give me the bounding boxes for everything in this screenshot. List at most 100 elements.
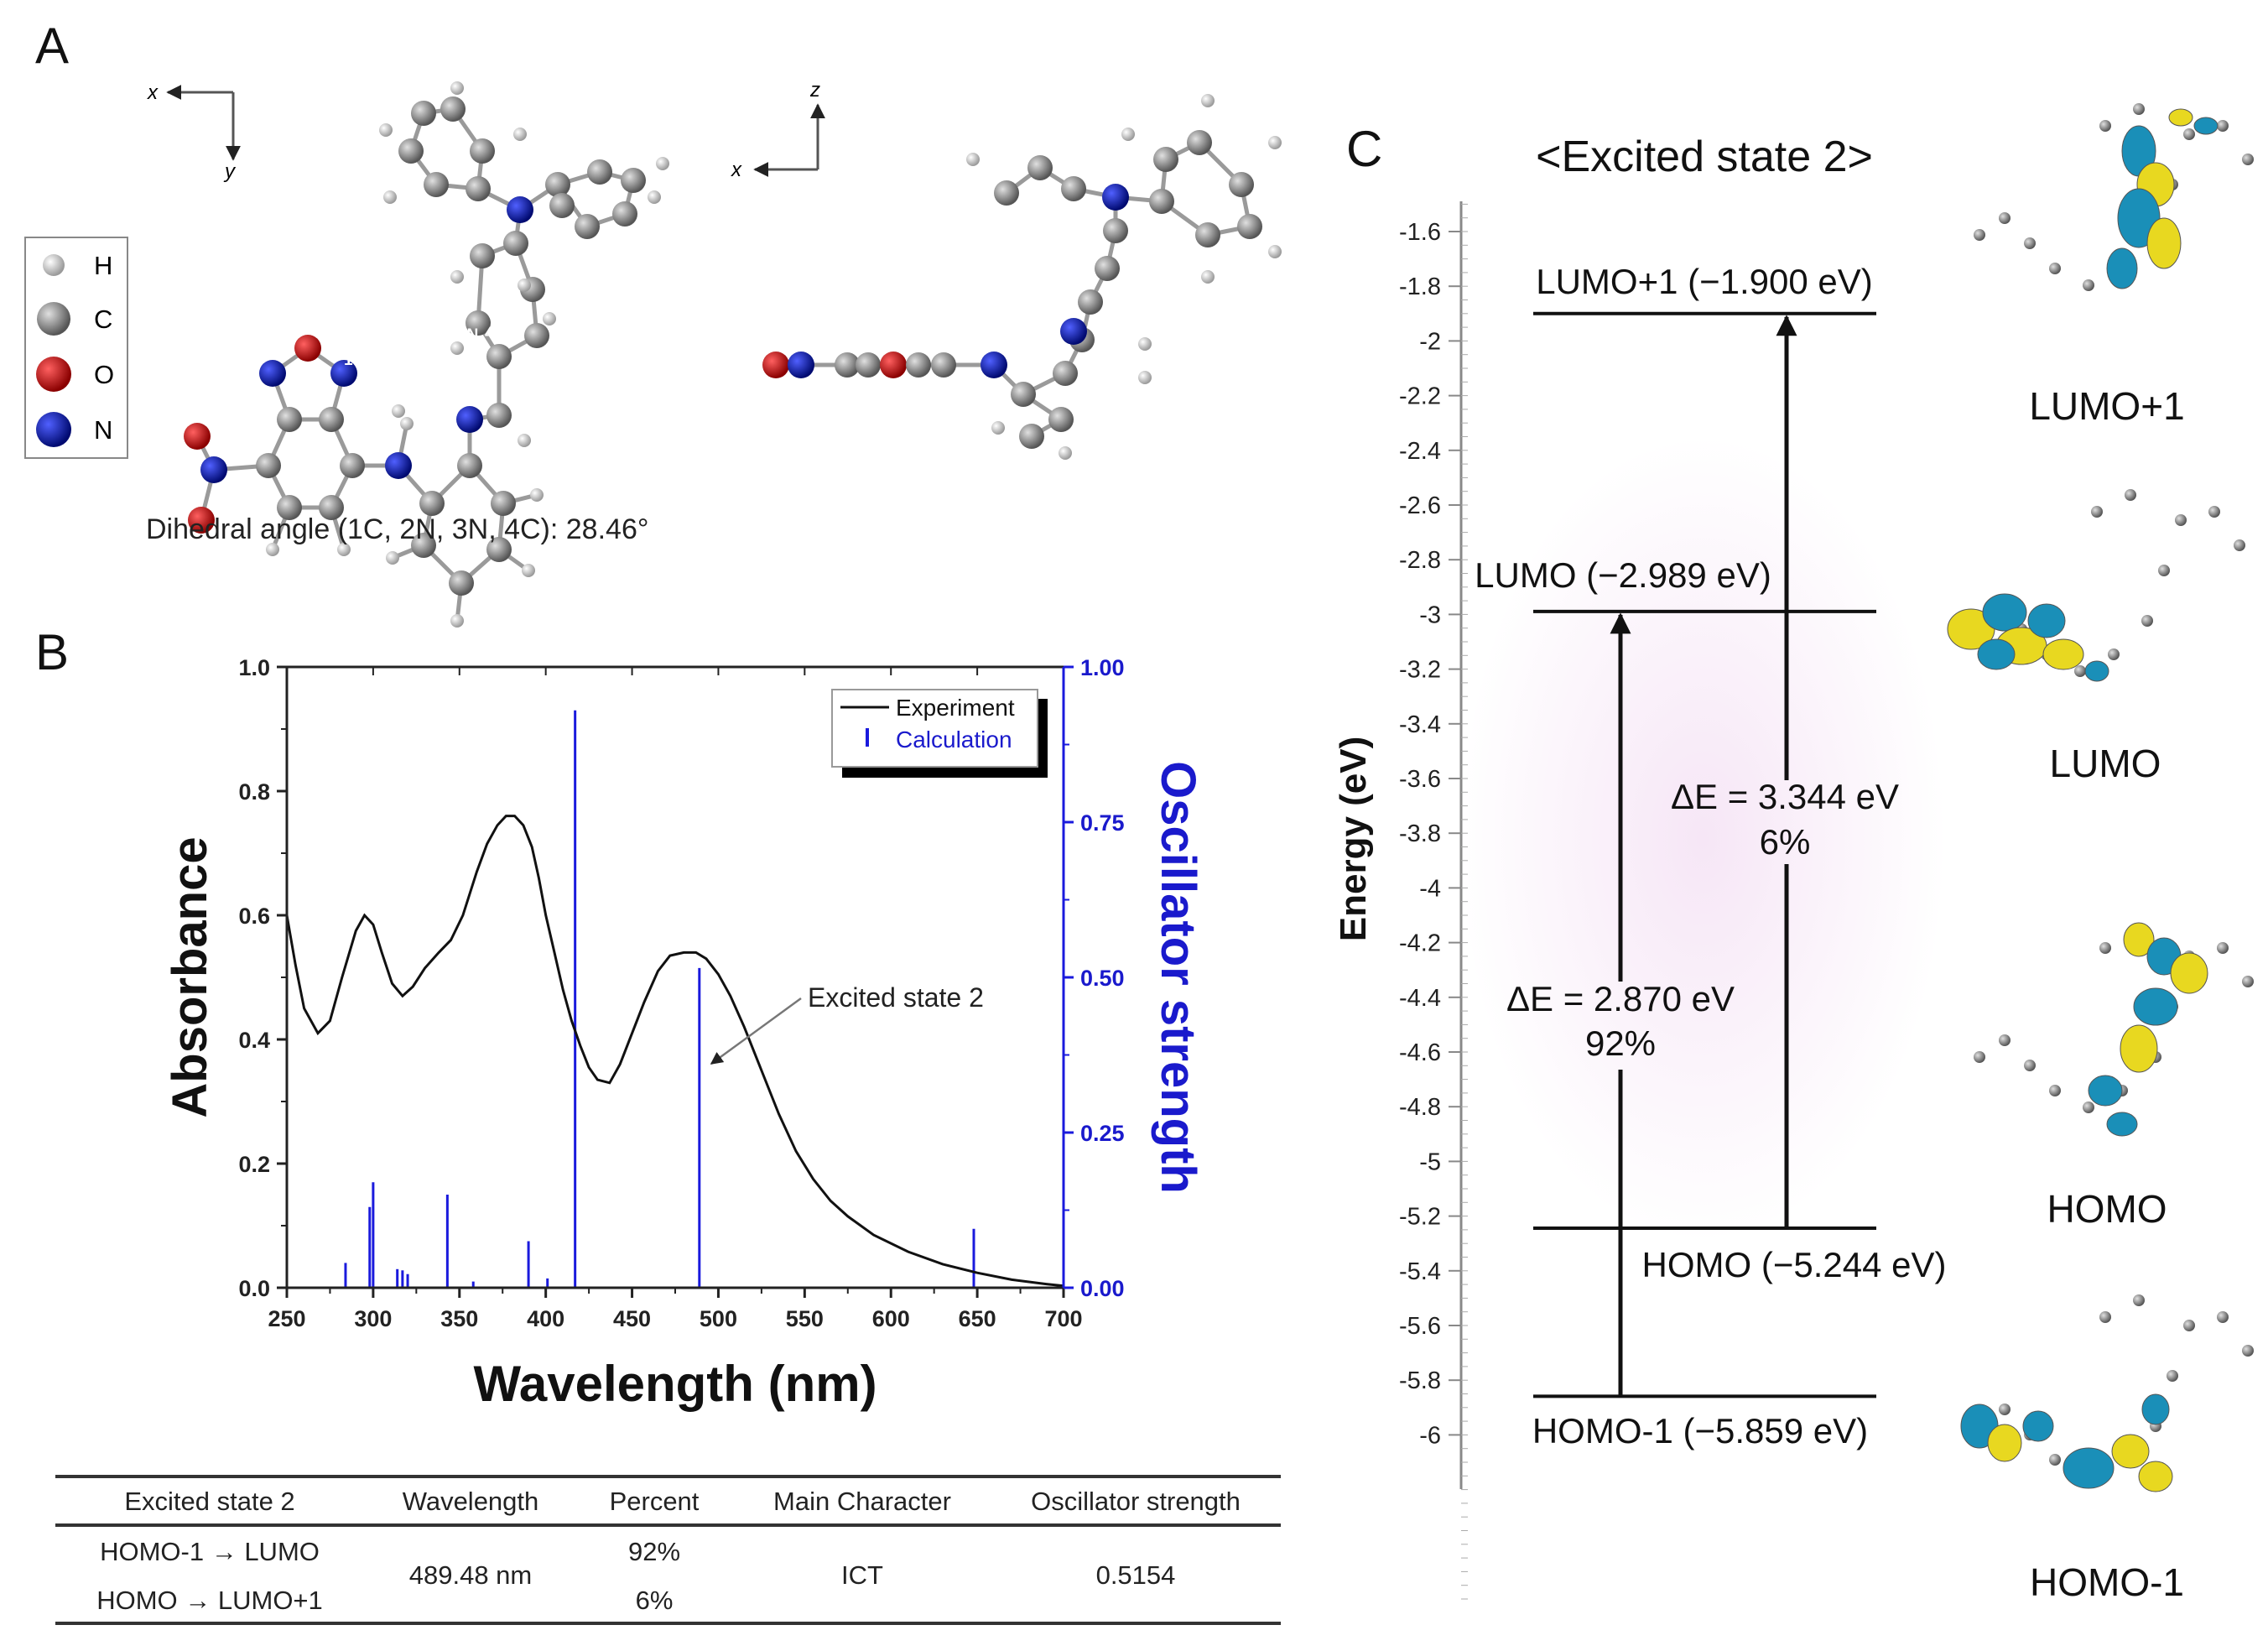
atom-c xyxy=(1011,382,1036,407)
annotation-arrow xyxy=(710,997,802,1065)
atom-c xyxy=(1053,361,1078,386)
table-cell-percent: 6% xyxy=(636,1586,674,1615)
energy-tick-label: -4.4 xyxy=(1399,985,1441,1012)
atom-h xyxy=(1059,446,1072,460)
atom-c xyxy=(612,201,637,227)
legend-calculation: Calculation xyxy=(896,727,1012,753)
atom-c xyxy=(486,537,512,562)
table-cell-percent: 92% xyxy=(628,1537,680,1566)
orbital-atom xyxy=(2049,263,2061,274)
orbital-atom xyxy=(2217,120,2229,132)
atom-c xyxy=(1229,172,1254,197)
atom-h xyxy=(383,190,397,204)
table-cell-character: ICT xyxy=(841,1560,883,1590)
orbital-lobe xyxy=(2084,660,2109,682)
atom-label-1c: 1C xyxy=(344,352,365,369)
orbital-atom xyxy=(2091,506,2103,518)
energy-tick-label: -2.2 xyxy=(1399,383,1441,410)
energy-tick-label: -4.6 xyxy=(1399,1039,1441,1066)
table-header: Oscillator strength xyxy=(1031,1487,1241,1516)
atom-h xyxy=(1201,94,1215,107)
atom-labels: 1C 2N 3N 4C xyxy=(344,325,506,369)
atom-c xyxy=(931,352,956,378)
axes-indicator-xz: x z xyxy=(731,79,825,181)
atom-c xyxy=(549,193,575,218)
level-label-homo: HOMO (−5.244 eV) xyxy=(1642,1245,1947,1284)
atom-c xyxy=(1078,289,1103,315)
orbital-lobe xyxy=(2138,1461,2173,1492)
atom-c xyxy=(277,495,302,520)
energy-tick-label: -2.8 xyxy=(1399,547,1441,574)
x-tick-label: 400 xyxy=(527,1306,564,1331)
atom-c xyxy=(575,214,600,239)
orbital-atom xyxy=(2099,942,2111,954)
energy-tick-label: -3.2 xyxy=(1399,657,1441,684)
atom-c xyxy=(491,491,516,516)
atom-h xyxy=(266,543,279,556)
energy-tick-label: -4.8 xyxy=(1399,1094,1441,1121)
table-header: Wavelength xyxy=(403,1487,539,1516)
atom-h xyxy=(513,128,527,141)
orbital-atom xyxy=(2175,514,2187,526)
x-tick-label: 550 xyxy=(786,1306,824,1331)
atom-c xyxy=(398,138,424,164)
orbital-atom xyxy=(2074,665,2086,677)
atom-c xyxy=(486,344,512,369)
atom-h xyxy=(966,153,980,166)
atom-h xyxy=(1201,270,1215,284)
atom-h xyxy=(450,81,464,95)
delta-e-label: ΔE = 3.344 eV xyxy=(1671,777,1899,816)
axis-z-label: z xyxy=(809,79,820,102)
orbital-atom xyxy=(2083,1102,2094,1113)
atom-c xyxy=(906,352,931,378)
y-tick-label: 0.0 xyxy=(238,1276,270,1301)
energy-ticks: -1.6 -1.8 -2 -2.2 -2.4 -2.6 -2.8 -3 -3.2 -3.4 -3.6… xyxy=(1399,203,1468,1600)
orbital-atom xyxy=(2183,1320,2195,1331)
orbital-label-homo-minus-1: HOMO-1 xyxy=(2030,1560,2184,1604)
energy-tick-label: -1.8 xyxy=(1399,273,1441,300)
orbital-atom xyxy=(2083,279,2094,291)
orbital-atom xyxy=(2242,976,2254,987)
atom-c xyxy=(411,533,436,558)
atom-h xyxy=(386,551,399,565)
orbital-atom xyxy=(2167,1370,2178,1382)
atom-h xyxy=(1268,136,1282,149)
orbital-atom xyxy=(2242,1345,2254,1357)
atom-c xyxy=(835,352,860,378)
panel-c-letter: C xyxy=(1346,121,1382,177)
y2-tick-label: 0.75 xyxy=(1080,810,1125,836)
atom-c xyxy=(1195,222,1220,247)
energy-tick-label: -5.4 xyxy=(1399,1258,1441,1285)
y2-tick-label: 0.50 xyxy=(1080,966,1125,991)
orbital-atom xyxy=(2242,154,2254,165)
legend-o: O xyxy=(94,360,114,389)
absorbance-chart: 250 300 350 400 450 500 550 600 650 700 0.0 0.2 0.4 0… xyxy=(163,655,1205,1412)
atom-c xyxy=(466,310,491,336)
chart-ticks: 250 300 350 400 450 500 550 600 650 700 0.0 0.2 0.4 0… xyxy=(238,655,1124,1331)
energy-tick-label: -2 xyxy=(1419,328,1441,355)
y2-tick-label: 0.00 xyxy=(1080,1276,1125,1301)
atom-h xyxy=(656,157,669,170)
atom-c xyxy=(503,231,528,256)
x-tick-label: 450 xyxy=(613,1306,651,1331)
atom-c xyxy=(449,570,474,596)
orbital-atom xyxy=(2141,615,2153,627)
y2-axis-title: Oscillator strength xyxy=(1151,761,1205,1194)
atom-o xyxy=(294,335,321,362)
panel-a: A x y x z H C O N 1C 2N 3N xyxy=(24,18,1282,628)
atom-h xyxy=(1268,245,1282,258)
annotation-excited-state: Excited state 2 xyxy=(808,982,984,1013)
atom-c xyxy=(1103,218,1128,243)
table-cell-wavelength: 489.48 nm xyxy=(409,1560,533,1590)
atom-c xyxy=(1019,424,1044,449)
orbital-atom xyxy=(2049,1085,2061,1096)
molecule-top-view xyxy=(184,81,669,628)
experiment-curve xyxy=(285,815,1064,1288)
atom-h xyxy=(400,417,414,430)
orbital-lobe xyxy=(2042,638,2084,670)
atom-c xyxy=(524,323,549,348)
orbital-atom xyxy=(2049,1454,2061,1466)
y-tick-label: 0.6 xyxy=(238,904,270,929)
table-header: Main Character xyxy=(773,1487,951,1516)
y-tick-label: 0.4 xyxy=(238,1028,270,1053)
